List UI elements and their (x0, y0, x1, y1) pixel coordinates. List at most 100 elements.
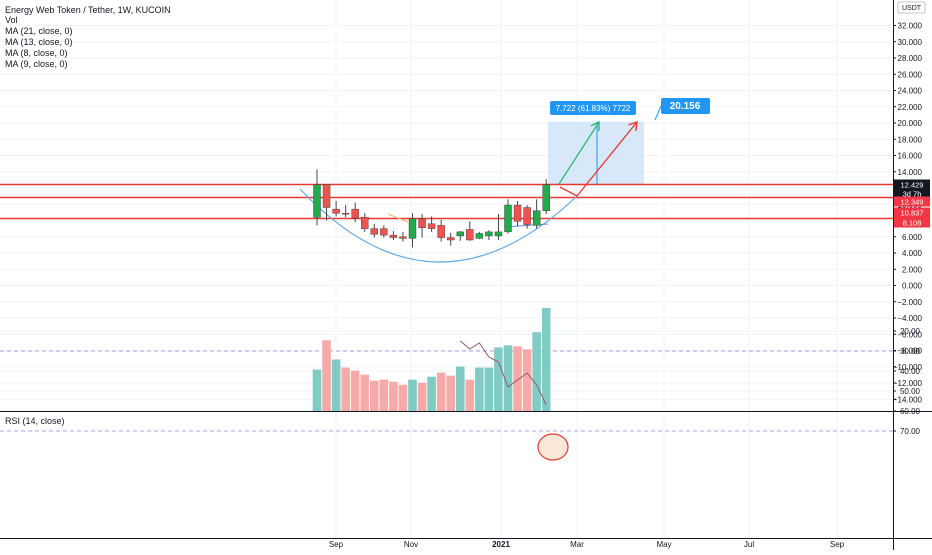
time-label: Sep (329, 540, 344, 549)
candle-body (341, 212, 350, 215)
price-tick-label: −14.000 (893, 395, 923, 404)
indicator-vol[interactable]: Vol (5, 15, 18, 25)
price-tick-label: −4.000 (897, 314, 922, 323)
price-axis[interactable]: USDT 32.000 30.000 28.000 26.000 24.000 22.000… (893, 1, 930, 404)
candle-body (532, 210, 541, 226)
volume-bar (341, 367, 350, 411)
volume-bar (541, 307, 551, 411)
volume-bar (455, 366, 465, 411)
rsi-band (0, 350, 893, 432)
grid-lines (0, 0, 893, 538)
volume-bars (312, 307, 551, 411)
indicator-ma-8[interactable]: MA (8, close, 0) (5, 48, 68, 58)
indicator-ma-13[interactable]: MA (13, close, 0) (5, 37, 73, 47)
price-tick-label: 24.000 (898, 87, 923, 96)
price-tick-label: 32.000 (898, 22, 923, 31)
price-tick-label: 28.000 (898, 54, 923, 63)
pullback-arrow (559, 186, 578, 197)
price-tick-label: −10.000 (893, 363, 923, 372)
price-tick-label: 16.000 (898, 152, 923, 161)
candle-body (475, 233, 484, 239)
candle-body (427, 223, 436, 229)
volume-bar (398, 384, 408, 411)
chart-legend: Energy Web Token / Tether, 1W, KUCOIN Vo… (5, 5, 171, 426)
currency-box (897, 1, 926, 14)
candle-body (361, 217, 369, 229)
rsi-tick-label: 20.00 (900, 327, 921, 336)
candle-body (513, 204, 522, 222)
measure-label-text: 7.722 (61.83%) 7722 (556, 104, 631, 113)
price-tag (894, 196, 930, 207)
time-axis[interactable]: Sep Nov 2021 Mar May Jul Sep (329, 540, 845, 549)
time-label: Sep (830, 540, 845, 549)
price-tag-label: 8.108 (903, 219, 922, 228)
price-tick-label: 4.000 (902, 249, 923, 258)
volume-bar (417, 382, 427, 411)
volume-bar (465, 379, 475, 411)
candle-body (485, 231, 493, 237)
candle-body (332, 208, 340, 214)
rsi-highlight-circle (537, 433, 569, 461)
price-tick-label: 22.000 (898, 103, 923, 112)
indicator-ma-21[interactable]: MA (21, close, 0) (5, 26, 73, 36)
price-tag (894, 207, 930, 218)
rsi-series (459, 340, 547, 406)
volume-bar (436, 372, 446, 411)
price-tick-label: −8.000 (897, 347, 922, 356)
time-label: Jul (744, 540, 754, 549)
volume-bar (370, 380, 379, 411)
volume-bar (322, 340, 331, 411)
price-tick-label: 30.000 (898, 38, 923, 47)
rsi-tick-label: 40.00 (900, 367, 921, 376)
up-arrow-red (576, 122, 637, 197)
price-tag (894, 179, 930, 200)
volume-bar (379, 379, 389, 411)
price-tick-label: 6.000 (902, 233, 923, 242)
candle-body (313, 184, 321, 218)
trend-stub (387, 213, 409, 223)
symbol-title[interactable]: Energy Web Token / Tether, 1W, KUCOIN (5, 5, 171, 15)
volume-bar (494, 347, 503, 411)
candles (313, 169, 550, 248)
measure-label[interactable]: 7.722 (61.83%) 7722 (550, 101, 636, 115)
candle-body (494, 231, 503, 237)
time-label: Nov (404, 540, 418, 549)
price-tick-label: −2.000 (897, 298, 922, 307)
price-tag-countdown: 3d 7h (903, 190, 922, 199)
price-tick-label: 18.000 (898, 135, 923, 144)
candle-body (351, 208, 359, 219)
trend-stub (504, 223, 549, 228)
volume-bar (484, 367, 494, 411)
target-callout[interactable]: 20.156 (654, 98, 710, 121)
price-tag (894, 217, 930, 228)
rsi-title[interactable]: RSI (14, close) (5, 416, 65, 426)
time-label: 2021 (492, 540, 510, 549)
candle-body (408, 218, 417, 239)
volume-bar (360, 374, 370, 411)
candle-body (389, 234, 398, 238)
time-label: Mar (570, 540, 584, 549)
candle-body (447, 237, 455, 241)
candle-body (523, 207, 531, 225)
currency-label: USDT (902, 5, 922, 12)
candle-body (399, 236, 407, 239)
price-tick-label: 0.000 (902, 282, 923, 291)
volume-bar (389, 381, 398, 411)
price-tick-label: 26.000 (898, 70, 923, 79)
rsi-axis[interactable]: 70.00 60.00 50.00 40.00 30.00 20.00 (893, 327, 921, 436)
rsi-tick-label: 50.00 (900, 387, 921, 396)
candle-body (437, 225, 445, 238)
price-tag-label: 12.429 (901, 181, 924, 190)
indicator-ma-9[interactable]: MA (9, close, 0) (5, 59, 68, 69)
volume-bar (446, 375, 455, 411)
rsi-tick-label: 30.00 (900, 347, 921, 356)
volume-bar (312, 369, 322, 411)
volume-bar (427, 376, 436, 411)
drawings (0, 121, 893, 263)
price-tick-label: −6.000 (897, 330, 922, 339)
volume-bar (475, 367, 484, 411)
price-tag-label: 10.837 (901, 209, 924, 218)
volume-bar (522, 349, 532, 411)
